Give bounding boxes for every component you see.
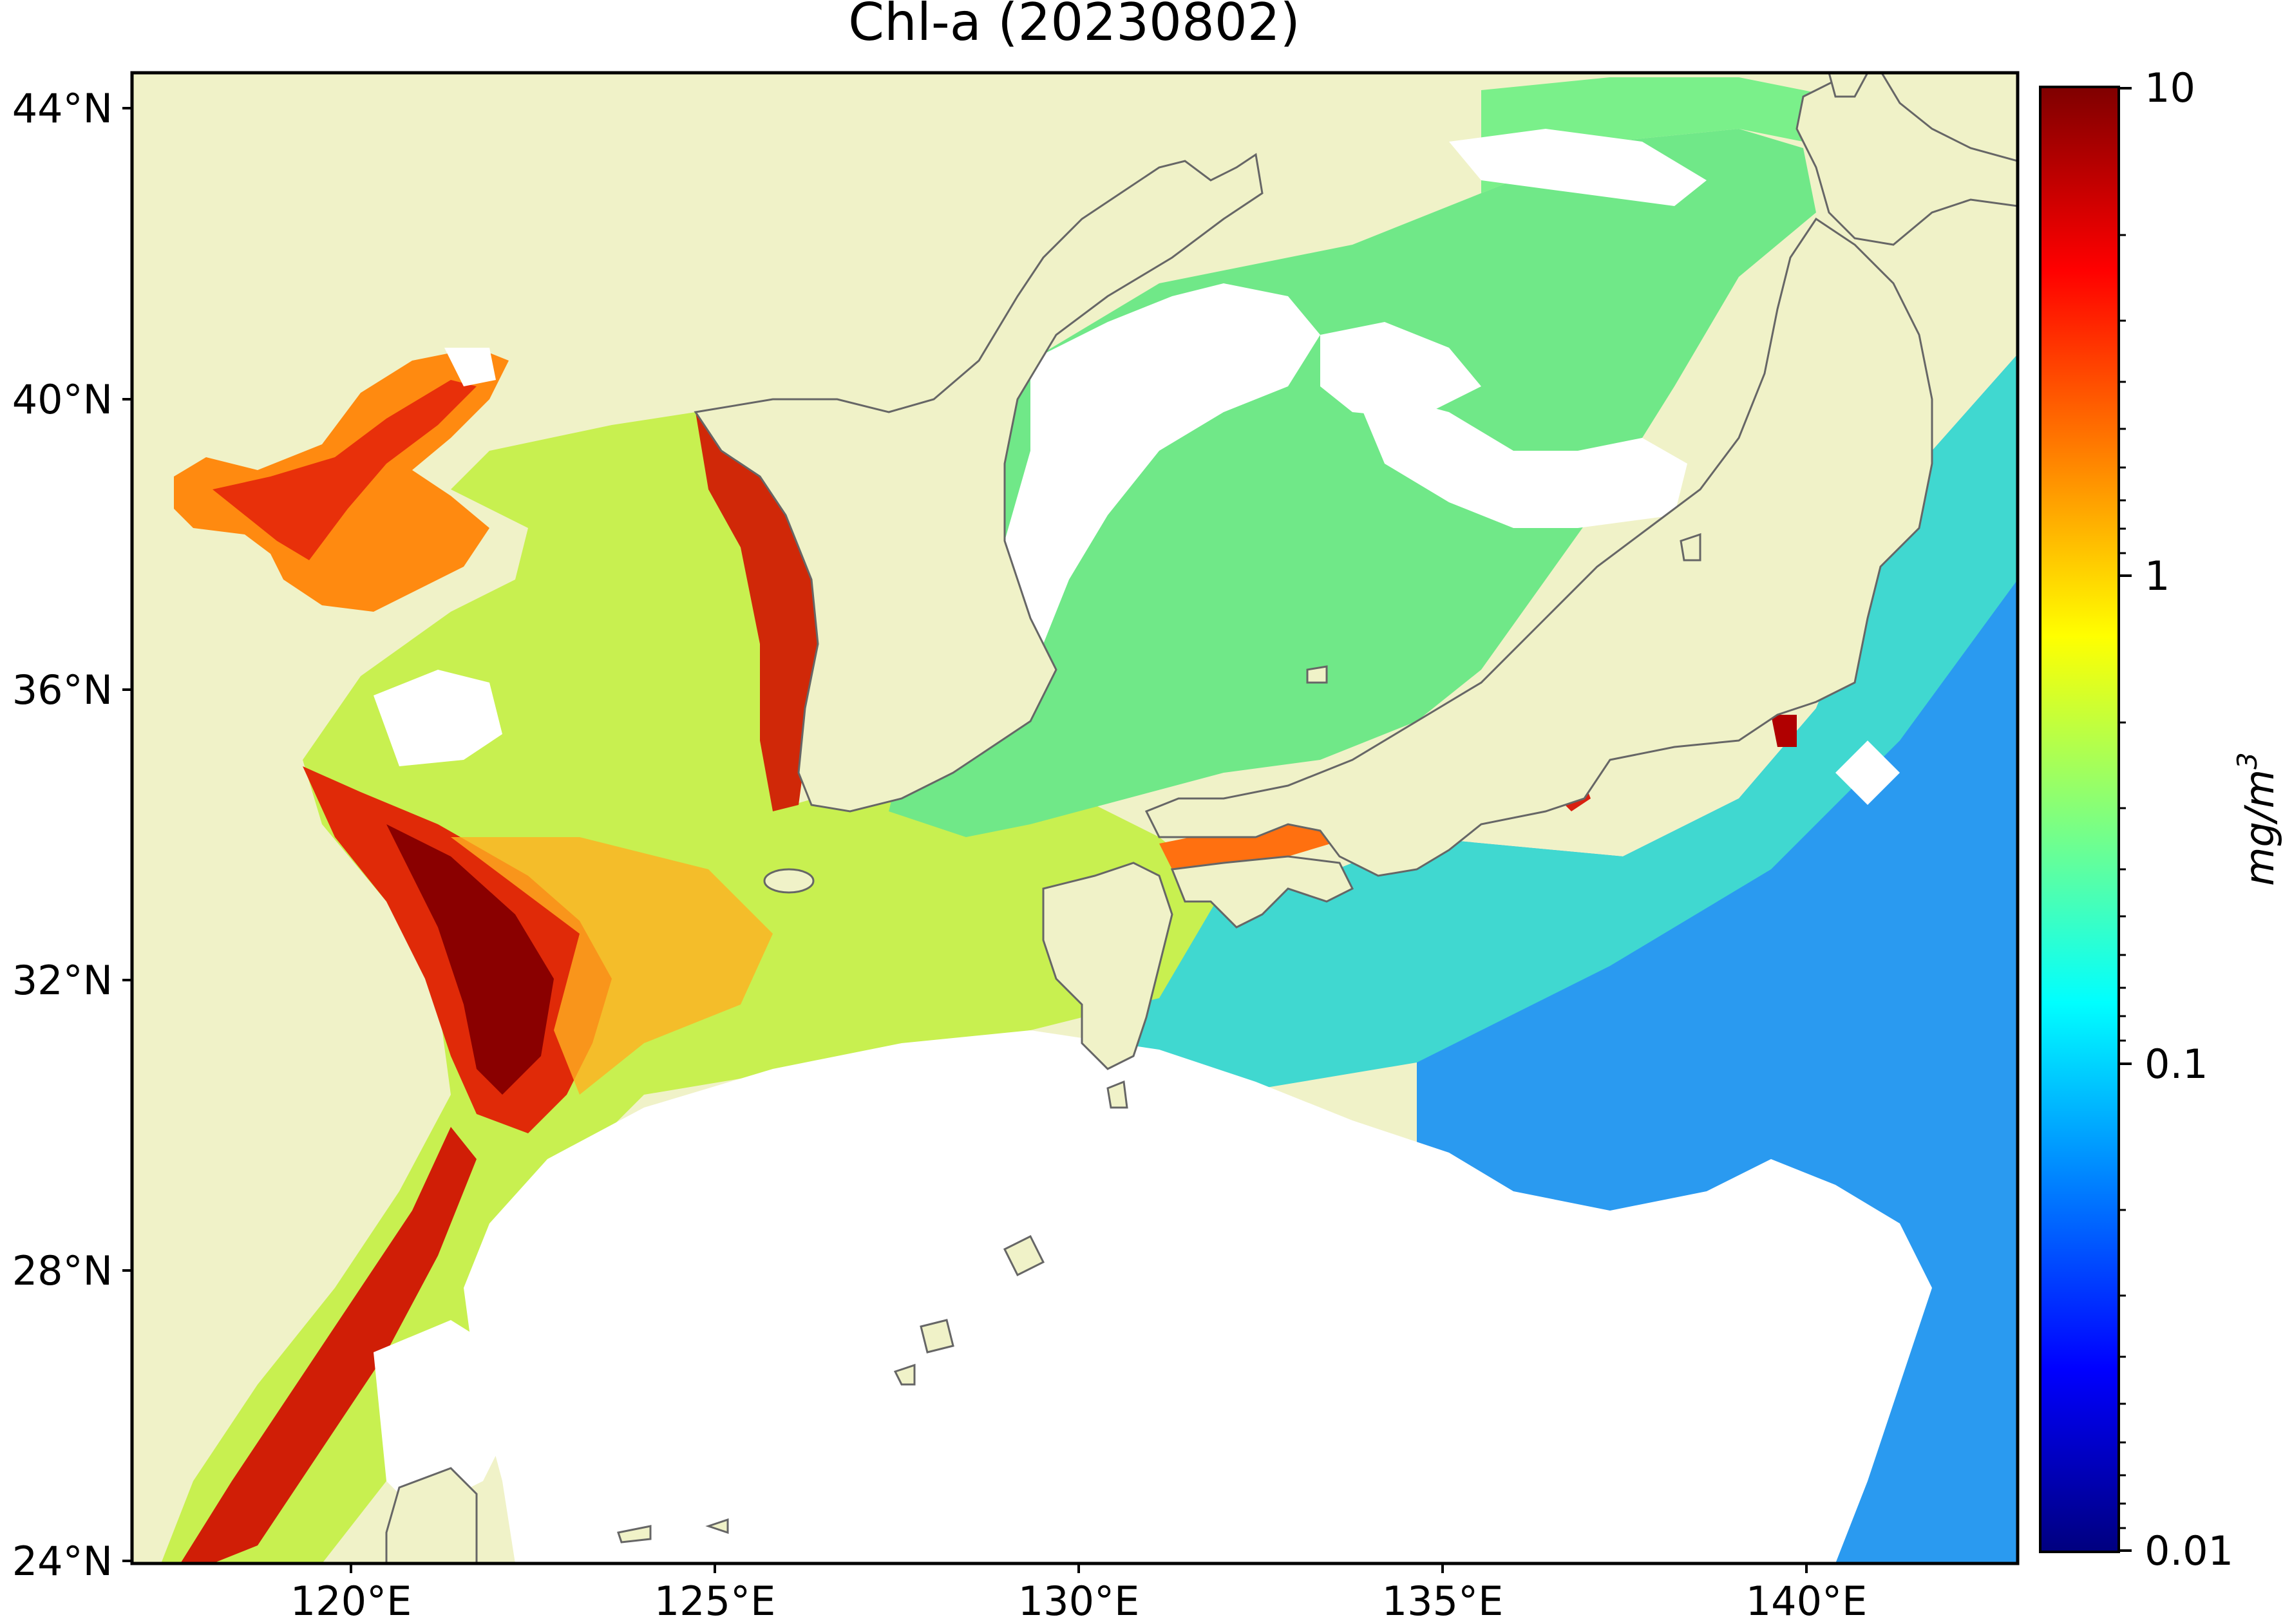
ryukyu-islands: [617, 1234, 1045, 1544]
sado-island: [1680, 533, 1701, 562]
colorbar-tick-label: 0.01: [2145, 1527, 2233, 1574]
y-tick-label: 24°N: [12, 1538, 113, 1585]
colorbar-label-exponent: 3: [2231, 752, 2263, 770]
bohai-cloud: [444, 348, 496, 386]
south-japan-band: [1127, 354, 2018, 1095]
northeast-cloud-2: [1352, 386, 1687, 528]
sea-of-japan-region: [889, 129, 1816, 837]
no-data-areas: [374, 129, 1932, 1563]
map-area: [132, 73, 2018, 1563]
colorbar-gradient: [2039, 86, 2120, 1553]
china-south-coast: [180, 1127, 477, 1563]
jeju-island: [763, 868, 815, 894]
colorbar-tick-labels: 10 1 0.1 0.01: [2145, 64, 2233, 1574]
kyushu: [1042, 862, 1173, 1070]
colorbar-major-ticks: [2119, 87, 2132, 1552]
colorbar-tick-label: 0.1: [2145, 1041, 2208, 1088]
y-tick-label: 44°N: [12, 85, 113, 132]
korean-peninsula: [694, 153, 1264, 813]
colorbar-label: mg/m3: [2231, 752, 2283, 886]
colorbar-label-unit: mg/m: [2236, 770, 2283, 886]
colorbar-tick-label: 10: [2145, 64, 2195, 111]
north-korea-cloud: [1005, 283, 1320, 676]
oki-islands: [1306, 665, 1328, 684]
y-tick-label: 28°N: [12, 1247, 113, 1294]
honshu: [1144, 217, 1933, 877]
shikoku: [1170, 855, 1354, 929]
colorbar-tick-label: 1: [2145, 552, 2170, 600]
yellow-sea-cloud: [374, 670, 502, 766]
colorbar: 10 1 0.1 0.01 mg/m3: [2039, 64, 2283, 1574]
x-tick-labels: 120°E 125°E 130°E 135°E 140°E: [290, 1578, 1868, 1624]
x-tick-label: 140°E: [1746, 1578, 1868, 1624]
yangtze-core: [386, 824, 554, 1095]
bohai-core: [213, 380, 477, 560]
cloud-pacific-east: [1835, 741, 1900, 805]
x-tick-label: 125°E: [654, 1578, 776, 1624]
y-tick-label: 32°N: [12, 957, 113, 1004]
y-axis: [122, 107, 132, 1562]
tokyo-bay: [1771, 715, 1797, 747]
southern-cloud: [464, 1030, 1932, 1563]
tanegashima: [1106, 1080, 1128, 1109]
y-tick-label: 40°N: [12, 376, 113, 423]
korea-west-coast: [696, 412, 824, 811]
x-axis: [350, 1563, 1808, 1573]
x-tick-label: 120°E: [290, 1578, 412, 1624]
colorbar-minor-ticks: [2119, 234, 2126, 1529]
taiwan-strait-cloud: [374, 1320, 515, 1513]
x-tick-label: 130°E: [1018, 1578, 1140, 1624]
y-tick-labels: 44°N 40°N 36°N 32°N 28°N 24°N: [12, 85, 113, 1585]
northeast-cloud: [1449, 129, 1707, 206]
hokkaido: [1795, 73, 2018, 246]
y-tick-label: 36°N: [12, 666, 113, 713]
x-tick-label: 135°E: [1382, 1578, 1504, 1624]
land-masses: [385, 73, 2018, 1563]
sakhalin-coast: [1828, 73, 1869, 98]
taiwan: [385, 1467, 478, 1563]
plume-halo: [451, 837, 773, 1095]
map-frame: [130, 71, 2020, 1565]
map-title: Chl-a (20230802): [848, 0, 1300, 52]
